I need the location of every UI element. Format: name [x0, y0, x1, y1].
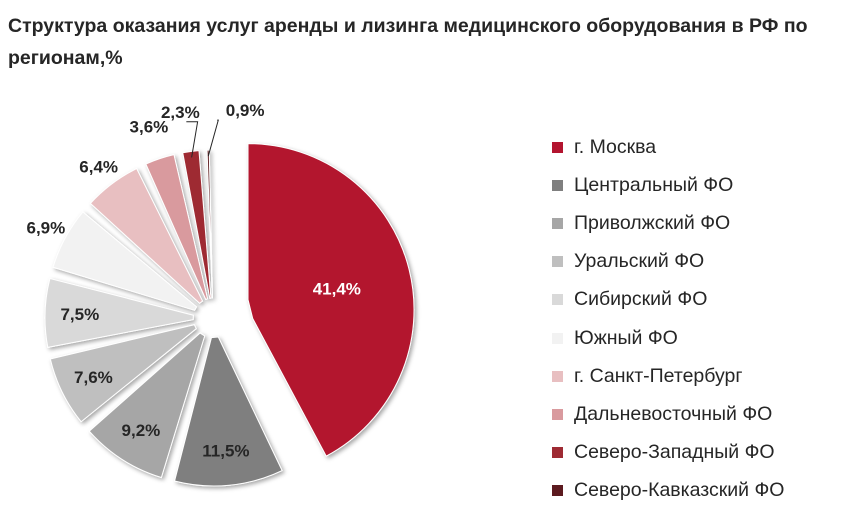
- data-label: 6,9%: [26, 219, 65, 238]
- legend-swatch: [552, 370, 563, 382]
- legend-item: г. Санкт-Петербург: [552, 357, 784, 395]
- chart-legend: г. Москва Центральный ФО Приволжский ФО Ура…: [552, 128, 784, 510]
- legend-swatch: [552, 256, 563, 268]
- data-label: 0,9%: [226, 101, 265, 120]
- legend-item: Южный ФО: [552, 319, 784, 357]
- data-label: 7,5%: [60, 305, 99, 324]
- legend-item: Сибирский ФО: [552, 281, 784, 319]
- legend-item: Центральный ФО: [552, 166, 784, 204]
- pie-slice: [88, 332, 206, 479]
- chart-title: Структура оказания услуг аренды и лизинг…: [8, 15, 808, 69]
- legend-swatch: [552, 332, 563, 344]
- data-label: 41,4%: [313, 279, 361, 298]
- data-label: 7,6%: [74, 368, 113, 387]
- leader-line: [207, 119, 219, 157]
- legend-swatch: [552, 485, 563, 497]
- legend-label: Дальневосточный ФО: [574, 402, 773, 425]
- legend-swatch: [552, 179, 563, 191]
- pie-slice: [145, 154, 209, 300]
- pie-slice: [173, 336, 283, 487]
- legend-label: Сибирский ФО: [574, 288, 708, 311]
- pie-slice: [247, 143, 415, 457]
- legend-item: Уральский ФО: [552, 243, 784, 281]
- legend-label: Северо-Кавказский ФО: [574, 479, 785, 502]
- legend-label: Уральский ФО: [574, 250, 705, 273]
- leader-line: [186, 121, 199, 158]
- legend-swatch: [552, 217, 563, 229]
- legend-label: г. Москва: [574, 135, 657, 158]
- pie-slice: [89, 167, 204, 304]
- data-label: 6,4%: [79, 157, 118, 176]
- leader-lines: [186, 119, 219, 158]
- legend-label: Приволжский ФО: [574, 211, 731, 234]
- data-label: 11,5%: [202, 442, 249, 461]
- pie-slice: [49, 324, 197, 423]
- slice-labels: 41,4% 11,5% 9,2% 7,6% 7,5% 6,9% 6,4% 3,6%2,3% 0,…: [26, 101, 360, 461]
- pie-slice: [52, 211, 198, 311]
- legend-item: г. Москва: [552, 128, 784, 166]
- data-label: 2,3%: [161, 103, 200, 122]
- legend-label: Центральный ФО: [574, 173, 734, 196]
- data-label: 3,6%: [130, 117, 169, 136]
- pie-slice: [206, 149, 213, 299]
- data-label: 9,2%: [122, 421, 161, 440]
- legend-label: Северо-Западный ФО: [574, 441, 775, 464]
- legend-swatch: [552, 447, 563, 459]
- legend-label: г. Санкт-Петербург: [574, 364, 743, 387]
- legend-swatch: [552, 294, 563, 306]
- legend-item: Северо-Западный ФО: [552, 434, 784, 472]
- legend-swatch: [552, 408, 563, 420]
- pie-slices: [44, 143, 415, 487]
- legend-swatch: [552, 141, 563, 153]
- legend-label: Южный ФО: [574, 326, 678, 349]
- pie-slice: [44, 277, 194, 348]
- legend-item: Дальневосточный ФО: [552, 395, 784, 433]
- legend-item: Северо-Кавказский ФО: [552, 472, 784, 510]
- legend-item: Приволжский ФО: [552, 204, 784, 242]
